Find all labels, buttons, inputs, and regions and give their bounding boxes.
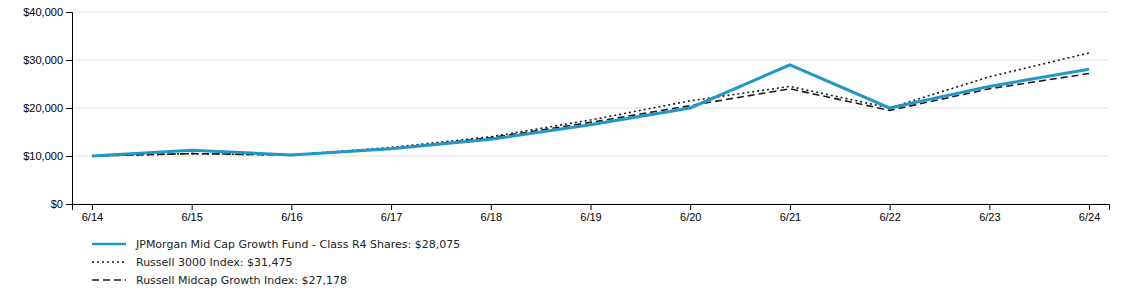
y-tick-label: $20,000 (23, 102, 63, 114)
legend-item: Russell Midcap Growth Index: $27,178 (92, 274, 347, 287)
y-axis-line (66, 13, 73, 205)
x-tick-label: 6/22 (879, 211, 900, 223)
x-tick-mark (591, 204, 592, 210)
x-tick-mark (790, 204, 791, 210)
x-tick-mark (989, 204, 990, 210)
x-tick-label: 6/24 (1079, 211, 1100, 223)
y-tick-mark (66, 12, 72, 13)
x-tick-label: 6/18 (481, 211, 502, 223)
x-tick-label: 6/14 (82, 211, 103, 223)
x-tick-mark (192, 204, 193, 210)
x-tick: 6/17 (381, 204, 402, 223)
grid-line (72, 108, 1109, 109)
y-tick-label: $40,000 (23, 6, 63, 18)
x-tick-label: 6/23 (979, 211, 1000, 223)
x-tick: 6/22 (879, 204, 900, 223)
legend-label: Russell 3000 Index: $31,475 (136, 256, 292, 269)
x-tick: 6/24 (1079, 204, 1100, 223)
legend-item: Russell 3000 Index: $31,475 (92, 256, 292, 269)
x-tick-mark (391, 204, 392, 210)
x-tick-mark (92, 204, 93, 210)
x-tick-label: 6/15 (181, 211, 202, 223)
y-tick-mark (66, 204, 72, 205)
x-tick-mark (491, 204, 492, 210)
y-tick-mark (66, 60, 72, 61)
y-tick-label: $0 (51, 198, 63, 210)
y-axis: $0 $10,000 $20,000 $30,000 $40,000 (23, 6, 72, 210)
x-tick: 6/21 (780, 204, 801, 223)
legend: JPMorgan Mid Cap Growth Fund - Class R4 … (92, 238, 460, 287)
grid (72, 12, 1109, 204)
x-tick: 6/14 (82, 204, 103, 223)
y-tick-mark (66, 108, 72, 109)
y-tick-mark (66, 156, 72, 157)
legend-swatch (92, 261, 126, 262)
legend-label: Russell Midcap Growth Index: $27,178 (136, 274, 347, 287)
series-line (92, 74, 1089, 156)
x-tick-mark (291, 204, 292, 210)
x-tick-label: 6/20 (680, 211, 701, 223)
chart: $0$10,000$20,000$30,000$40,0006/146/156/… (0, 0, 1129, 304)
legend-label: JPMorgan Mid Cap Growth Fund - Class R4 … (135, 238, 460, 251)
grid-line (72, 60, 1109, 61)
x-tick: 6/23 (979, 204, 1000, 223)
plot: $0$10,000$20,000$30,000$40,0006/146/156/… (23, 6, 1109, 223)
grid-line (72, 12, 1109, 13)
y-tick: $10,000 (23, 150, 72, 162)
legend-swatch (92, 243, 126, 246)
x-tick-label: 6/19 (580, 211, 601, 223)
legend-swatch (92, 279, 126, 280)
x-tick-label: 6/17 (381, 211, 402, 223)
x-tick-mark (1089, 204, 1090, 210)
lines (92, 53, 1089, 156)
y-tick: $40,000 (23, 6, 72, 18)
x-axis-line (73, 205, 1110, 211)
x-tick: 6/19 (580, 204, 601, 223)
x-tick-mark (890, 204, 891, 210)
series-line (92, 65, 1089, 156)
x-axis: 6/14 6/15 6/16 6/17 6/18 6/19 6/20 6/21 6/22 6/23… (73, 204, 1110, 223)
y-tick: $30,000 (23, 54, 72, 66)
y-tick: $0 (51, 198, 72, 210)
x-tick: 6/16 (281, 204, 302, 223)
y-tick-label: $30,000 (23, 54, 63, 66)
x-tick: 6/15 (181, 204, 202, 223)
x-tick-label: 6/21 (780, 211, 801, 223)
x-tick: 6/18 (481, 204, 502, 223)
y-tick: $20,000 (23, 102, 72, 114)
x-tick-mark (690, 204, 691, 210)
y-tick-label: $10,000 (23, 150, 63, 162)
x-tick-label: 6/16 (281, 211, 302, 223)
legend-item: JPMorgan Mid Cap Growth Fund - Class R4 … (92, 238, 460, 251)
x-tick: 6/20 (680, 204, 701, 223)
grid-line (72, 156, 1109, 157)
series-line (92, 53, 1089, 156)
